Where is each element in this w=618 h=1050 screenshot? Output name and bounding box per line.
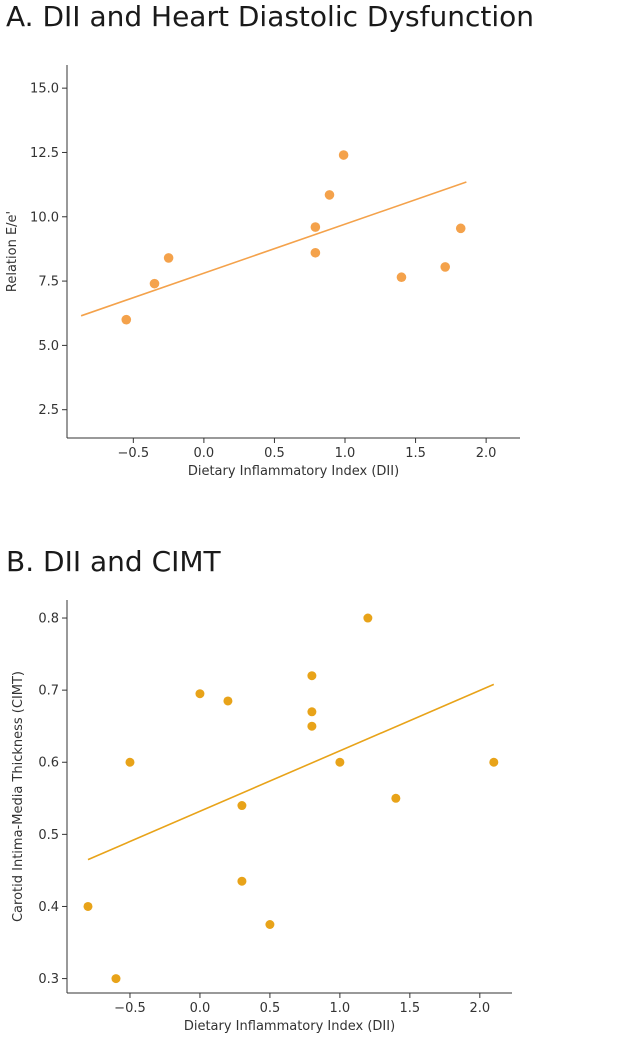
- x-tick-label: 0.5: [264, 446, 285, 461]
- x-axis-label: Dietary Inflammatory Index (DII): [188, 464, 399, 479]
- x-tick-label: 0.0: [194, 446, 215, 461]
- x-tick-label: 2.0: [469, 1001, 490, 1016]
- y-tick-label: 0.8: [38, 612, 59, 627]
- x-tick-label: −0.5: [118, 446, 150, 461]
- data-point: [121, 314, 132, 325]
- x-axis-label: Dietary Inflammatory Index (DII): [184, 1019, 395, 1034]
- y-tick-label: 0.5: [38, 828, 59, 843]
- trend-line: [87, 683, 495, 861]
- x-tick-label: 2.0: [476, 446, 497, 461]
- y-tick-label: 0.7: [38, 684, 59, 699]
- chart-title: B. DII and CIMT: [6, 545, 221, 578]
- data-point: [363, 613, 373, 623]
- y-tick-label: 10.0: [30, 210, 59, 225]
- data-point: [149, 278, 160, 289]
- chart-panel-b: B. DII and CIMT −0.5 0.0 0.5 1.0 1.5 2.0 0.3 0.…: [0, 535, 618, 1050]
- y-axis-label: Carotid Intima-Media Thickness (CIMT): [11, 671, 26, 922]
- x-tick-label: 1.0: [330, 1001, 351, 1016]
- data-point: [83, 901, 93, 911]
- data-point: [163, 253, 174, 263]
- y-tick-label: 0.4: [38, 900, 59, 915]
- data-point: [440, 262, 451, 272]
- x-tick-label: 1.5: [405, 446, 426, 461]
- y-tick-label: 0.3: [38, 972, 59, 987]
- y-tick-label: 15.0: [30, 82, 59, 97]
- data-point: [111, 974, 121, 984]
- data-point: [338, 150, 349, 160]
- x-tick-label: 0.5: [260, 1001, 281, 1016]
- data-point: [223, 696, 233, 706]
- data-point: [335, 757, 345, 767]
- y-tick-label: 2.5: [38, 403, 59, 418]
- data-point: [307, 707, 317, 717]
- data-point: [307, 671, 317, 681]
- y-axis-label: Relation E/e': [5, 211, 20, 292]
- scatter-chart-a: −0.5 0.0 0.5 1.0 1.5 2.0 2.5 5.0 7.5 10.0 12.5 15.0…: [5, 65, 520, 479]
- data-point: [310, 247, 321, 258]
- x-tick-label: 1.5: [400, 1001, 421, 1016]
- y-tick-label: 0.6: [38, 756, 59, 771]
- data-point: [396, 272, 407, 283]
- x-tick-label: 1.0: [335, 446, 356, 461]
- chart-title: A. DII and Heart Diastolic Dysfunction: [6, 0, 534, 33]
- x-tick-label: −0.5: [114, 1001, 146, 1016]
- data-point: [307, 721, 317, 731]
- data-point: [455, 223, 466, 234]
- data-point: [310, 222, 321, 232]
- data-point: [237, 801, 247, 811]
- chart-panel-a: A. DII and Heart Diastolic Dysfunction −…: [0, 0, 618, 500]
- data-point: [125, 757, 135, 767]
- data-point: [391, 793, 401, 803]
- y-tick-label: 12.5: [30, 146, 59, 161]
- scatter-chart-b: −0.5 0.0 0.5 1.0 1.5 2.0 0.3 0.4 0.5 0.6 0.7 0.8 Die…: [11, 600, 512, 1034]
- data-point: [489, 757, 499, 767]
- x-tick-label: 0.0: [190, 1001, 211, 1016]
- y-tick-label: 7.5: [38, 275, 59, 290]
- y-tick-label: 5.0: [38, 339, 59, 354]
- data-point: [265, 919, 275, 929]
- data-point: [195, 689, 205, 699]
- trend-line: [80, 181, 467, 317]
- data-point: [324, 190, 335, 200]
- data-point: [237, 876, 247, 886]
